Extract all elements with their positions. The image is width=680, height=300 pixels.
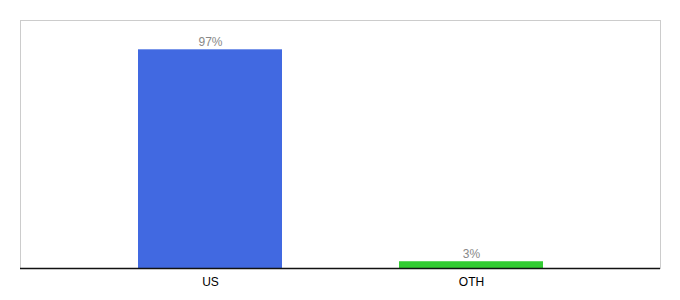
svg-text:US: US [202,275,219,289]
svg-text:3%: 3% [463,247,481,261]
svg-text:97%: 97% [198,35,222,49]
svg-text:OTH: OTH [459,275,484,289]
